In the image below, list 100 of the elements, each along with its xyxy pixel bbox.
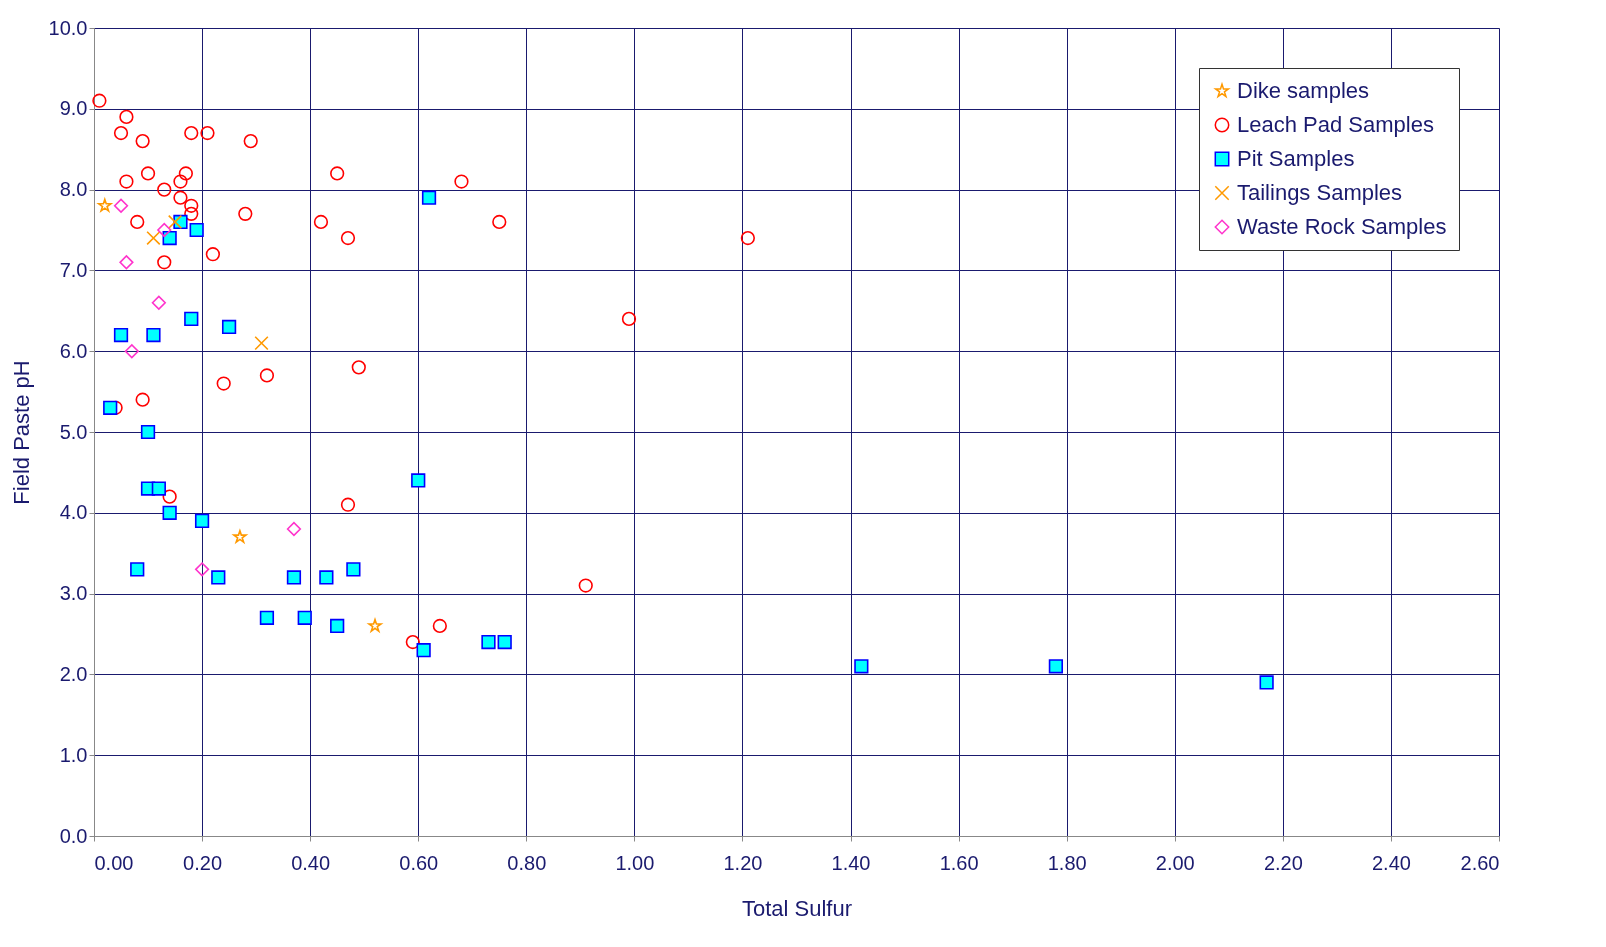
point <box>492 214 507 230</box>
point <box>184 311 199 326</box>
x-tick-label: 2.40 <box>1371 851 1411 874</box>
point <box>481 634 496 650</box>
point <box>157 182 172 197</box>
y-axis-title: Field Paste pH <box>8 360 34 505</box>
point <box>178 166 193 181</box>
point <box>119 255 134 270</box>
point <box>173 190 188 205</box>
x-tick-label: 1.80 <box>1047 851 1087 874</box>
point <box>157 222 172 238</box>
point <box>103 400 118 415</box>
point <box>221 319 237 335</box>
point <box>238 206 253 221</box>
y-tick-label: 6.0 <box>59 339 88 362</box>
point <box>113 125 129 141</box>
point <box>243 134 258 149</box>
point <box>167 214 183 230</box>
point <box>233 529 247 543</box>
point <box>411 473 426 488</box>
point <box>194 562 210 577</box>
point <box>135 134 150 149</box>
point <box>135 392 150 407</box>
point <box>1259 675 1274 690</box>
point <box>740 230 755 246</box>
x-axis-title: Total Sulfur <box>741 895 853 921</box>
point <box>286 570 302 585</box>
point <box>205 247 221 262</box>
x-tick-label: 0.20 <box>183 851 223 874</box>
legend-label: Waste Rock Samples <box>1237 214 1447 239</box>
x-tick-label: 0.60 <box>399 851 439 874</box>
point <box>319 570 334 585</box>
point <box>119 174 134 189</box>
y-tick-label: 9.0 <box>59 97 88 120</box>
point <box>200 125 215 141</box>
point <box>157 255 172 270</box>
legend-label: Tailings Samples <box>1237 180 1403 205</box>
x-tick-label: 1.00 <box>615 851 655 874</box>
point <box>259 610 275 625</box>
point <box>346 562 361 577</box>
x-tick-label: 0.80 <box>507 851 547 874</box>
point <box>146 327 161 343</box>
point <box>140 424 156 440</box>
legend-label: Pit Samples <box>1237 146 1355 171</box>
point <box>173 174 188 189</box>
x-tick-label: 2.20 <box>1263 851 1303 874</box>
point <box>621 311 637 326</box>
point <box>189 222 204 238</box>
x-tick-label: 1.40 <box>831 851 871 874</box>
x-tick-label: 1.60 <box>939 851 979 874</box>
point <box>313 214 329 230</box>
y-tick-label: 4.0 <box>59 501 88 524</box>
point <box>351 360 366 375</box>
point <box>854 659 869 674</box>
point <box>184 125 199 141</box>
point <box>416 643 431 658</box>
point <box>497 634 512 650</box>
point <box>92 93 107 108</box>
point <box>162 505 177 520</box>
point <box>340 497 356 512</box>
point <box>184 206 199 221</box>
y-tick-label: 2.0 <box>59 662 88 685</box>
point <box>330 166 345 181</box>
point <box>130 562 145 577</box>
x-tick-label: 0.00 <box>94 851 134 874</box>
point <box>216 376 231 391</box>
point <box>1048 659 1064 674</box>
y-tick-label: 10.0 <box>48 16 88 39</box>
y-tick-label: 1.0 <box>59 743 88 766</box>
point <box>330 618 345 634</box>
x-tick-label: 1.20 <box>723 851 763 874</box>
point <box>146 230 161 246</box>
point <box>119 109 134 124</box>
x-tick-label: 2.00 <box>1155 851 1195 874</box>
x-tick-label: 0.40 <box>291 851 331 874</box>
point <box>454 174 469 189</box>
legend-label: Dike samples <box>1237 78 1370 103</box>
point <box>432 618 447 634</box>
point <box>340 230 356 246</box>
y-tick-label: 8.0 <box>59 178 88 201</box>
point <box>184 198 199 213</box>
point <box>405 634 420 650</box>
point <box>113 198 129 213</box>
x-tick-label: 2.60 <box>1460 851 1500 874</box>
point <box>286 521 302 537</box>
point <box>151 295 166 310</box>
point <box>162 230 177 246</box>
point <box>97 198 112 212</box>
point <box>578 578 593 593</box>
point <box>140 166 156 181</box>
point <box>297 610 312 625</box>
point <box>113 327 129 343</box>
point <box>194 513 210 528</box>
point <box>124 344 139 359</box>
legend-label: Leach Pad Samples <box>1237 112 1434 137</box>
y-tick-label: 5.0 <box>59 420 88 443</box>
point <box>130 214 145 230</box>
y-tick-label: 0.0 <box>59 824 88 847</box>
y-tick-label: 7.0 <box>59 258 88 281</box>
point <box>162 489 177 504</box>
